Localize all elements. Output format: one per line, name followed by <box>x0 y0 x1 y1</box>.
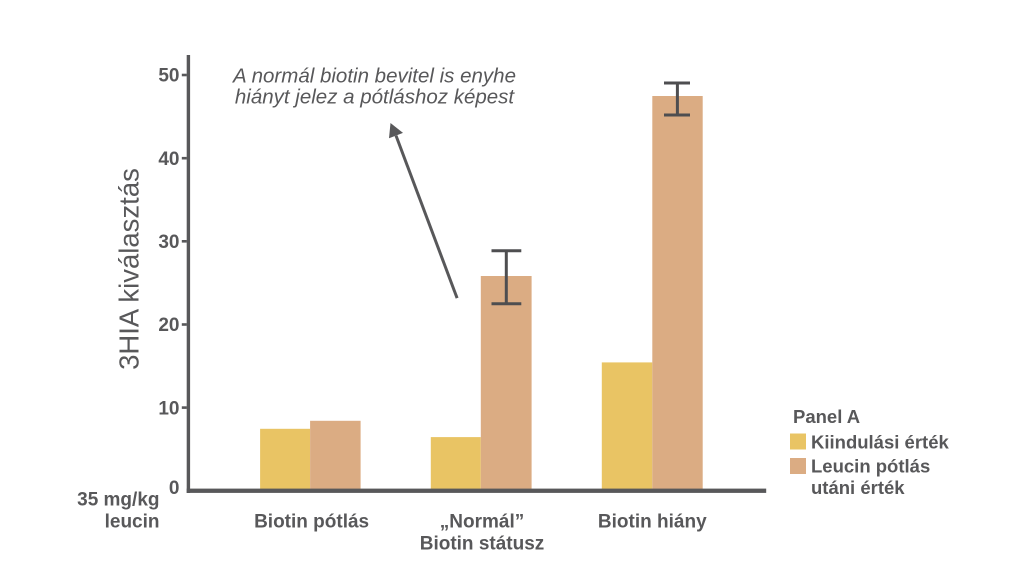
svg-text:Leucin pótlás: Leucin pótlás <box>811 455 930 476</box>
svg-text:3HIA kiválasztás: 3HIA kiválasztás <box>114 168 145 370</box>
svg-text:hiányt jelez a pótláshoz képes: hiányt jelez a pótláshoz képest <box>235 85 516 108</box>
svg-text:20: 20 <box>158 315 179 336</box>
svg-text:0: 0 <box>169 478 180 499</box>
svg-text:Biotin pótlás: Biotin pótlás <box>254 512 369 533</box>
svg-text:A normál biotin bevitel is eny: A normál biotin bevitel is enyhe <box>231 64 516 87</box>
svg-text:40: 40 <box>158 149 179 170</box>
svg-text:Biotin státusz: Biotin státusz <box>420 534 545 555</box>
svg-text:30: 30 <box>158 232 179 253</box>
svg-text:Kiindulási érték: Kiindulási érték <box>811 431 949 452</box>
svg-text:utáni érték: utáni érték <box>811 477 905 498</box>
svg-text:Biotin hiány: Biotin hiány <box>598 512 707 533</box>
svg-text:50: 50 <box>158 66 179 87</box>
svg-text:leucin: leucin <box>105 512 160 533</box>
svg-text:Panel A: Panel A <box>793 406 860 427</box>
svg-text:10: 10 <box>158 398 179 419</box>
svg-text:„Normál”: „Normál” <box>440 512 524 533</box>
svg-text:35 mg/kg: 35 mg/kg <box>77 490 159 511</box>
